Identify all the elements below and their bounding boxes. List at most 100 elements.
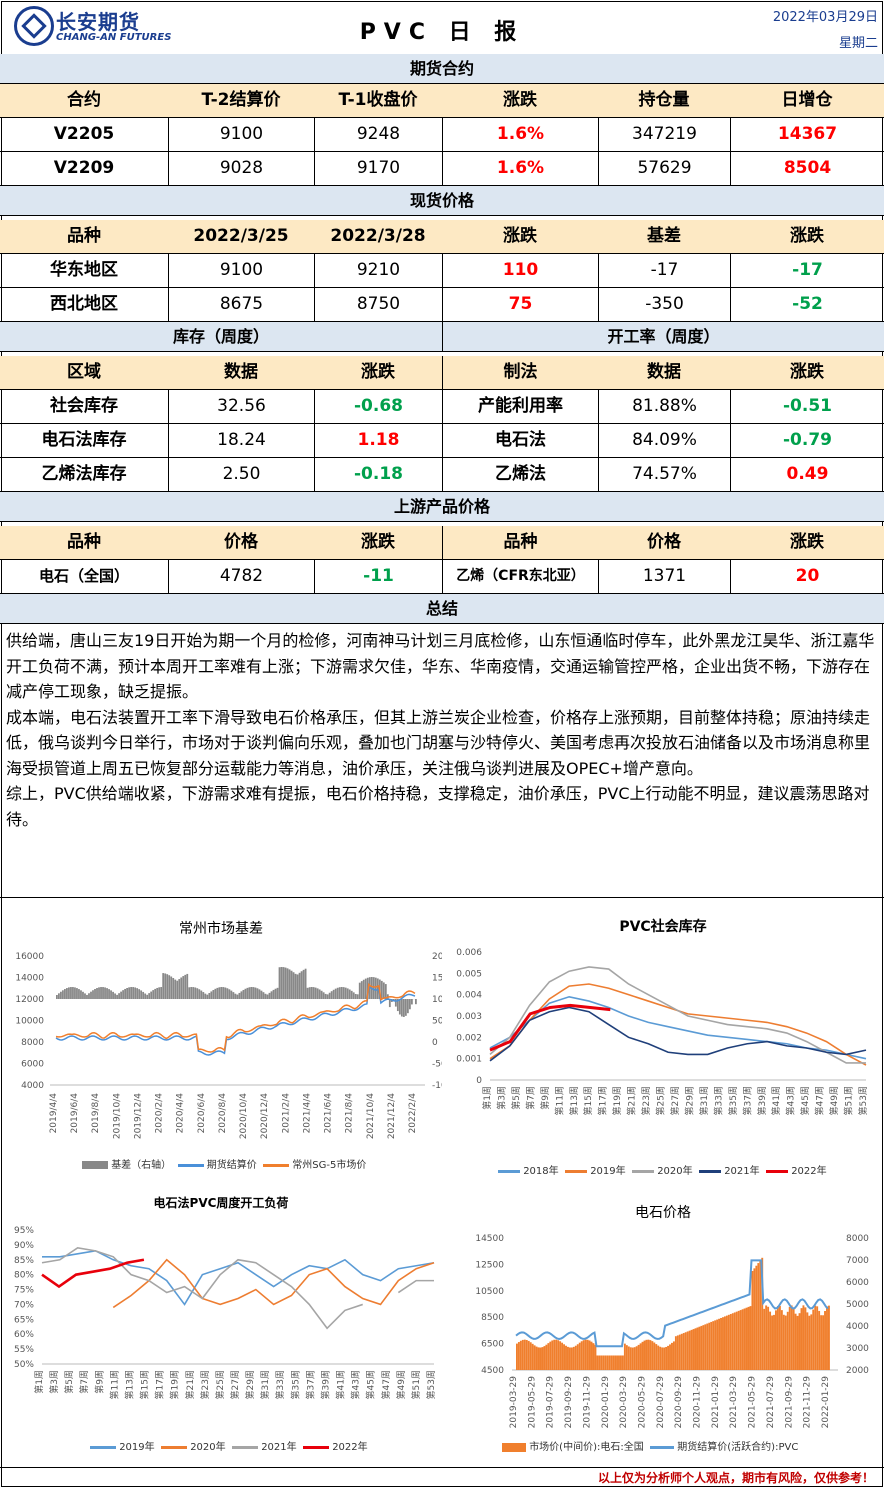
price-bar bbox=[574, 1345, 577, 1370]
price-bar bbox=[606, 1355, 609, 1370]
legend-item: 2022年 bbox=[332, 1442, 368, 1453]
x-tick-label: 2019/12/4 bbox=[133, 1093, 143, 1139]
price-bar bbox=[672, 1341, 675, 1370]
basis-bar bbox=[362, 979, 365, 999]
price-bar bbox=[643, 1340, 646, 1370]
basis-bar bbox=[396, 999, 399, 1012]
basis-bar bbox=[86, 994, 88, 999]
carbide-chart: 电石价格 14500 12500 10500 8500 6500 4500 8000 7000… bbox=[442, 1188, 884, 1468]
basis-bar bbox=[354, 993, 357, 999]
summary-paragraph: 综上，PVC供给端收紧，下游需求难有提振，电石价格持稳，支撑稳定，油价承压，PV… bbox=[6, 784, 870, 829]
basis-bar bbox=[210, 991, 213, 999]
price-bar bbox=[625, 1345, 628, 1370]
x-tick-label: 2019-07-29 bbox=[546, 1376, 556, 1429]
basis-bar bbox=[164, 973, 167, 999]
data-cell: 84.09% bbox=[598, 424, 730, 457]
x-tick-label: 第11周 bbox=[108, 1370, 120, 1399]
price-bar bbox=[751, 1271, 754, 1370]
change-cell: -0.51 bbox=[730, 390, 884, 423]
basis-bar bbox=[374, 977, 377, 999]
method-cell: 电石法 bbox=[442, 424, 598, 457]
variety-cell: 电石（全国） bbox=[38, 567, 129, 585]
data-cell: 81.88% bbox=[598, 390, 730, 423]
report-date: 2022年03月29日 bbox=[772, 10, 878, 25]
x-tick-label: 第45周 bbox=[799, 1086, 811, 1115]
price-bar bbox=[749, 1306, 752, 1370]
price-bar bbox=[727, 1314, 730, 1370]
x-tick-label: 第5周 bbox=[510, 1086, 522, 1110]
basis-bar bbox=[388, 999, 391, 1008]
y-tick-label: 500 bbox=[432, 1017, 442, 1027]
y-tick-label: 8000 bbox=[21, 1038, 44, 1048]
x-tick-label: 第53周 bbox=[425, 1370, 437, 1399]
y-tick-label: 7000 bbox=[846, 1256, 869, 1266]
legend-item: 2022年 bbox=[791, 1166, 827, 1177]
upstream-section-title: 上游产品价格 bbox=[0, 492, 884, 522]
change-cell: -0.18 bbox=[314, 458, 442, 491]
x-tick-label: 第37周 bbox=[741, 1086, 753, 1115]
price-bar bbox=[794, 1313, 797, 1370]
legend-item: 市场价(中间价):电石:全国 bbox=[529, 1442, 644, 1453]
y-tick-label: 0.006 bbox=[456, 948, 482, 958]
y-tick-label: 70% bbox=[14, 1300, 34, 1310]
price-bar bbox=[796, 1315, 799, 1370]
price-bar bbox=[790, 1305, 793, 1370]
basis-bar bbox=[250, 987, 253, 999]
col-t2: T-2结算价 bbox=[201, 90, 281, 110]
basis-bar bbox=[66, 988, 68, 999]
price-bar bbox=[596, 1355, 599, 1370]
table-row: 电石（全国） 4782 -11 乙烯（CFR东北亚） 1371 20 bbox=[0, 560, 884, 594]
series-line bbox=[489, 1006, 867, 1062]
basis-bar bbox=[194, 987, 197, 999]
chart-legend: 2018年 2019年 2020年 2021年 2022年 bbox=[498, 1162, 827, 1177]
y-tick-label: 0.004 bbox=[456, 991, 482, 1001]
basis-bar bbox=[168, 975, 171, 999]
basis-bar bbox=[320, 990, 323, 999]
price-bar bbox=[688, 1330, 691, 1370]
price-bar bbox=[826, 1306, 828, 1370]
chart-title: 电石价格 bbox=[635, 1205, 691, 1221]
y-tick-label: 4000 bbox=[21, 1081, 44, 1091]
price-bar bbox=[710, 1321, 713, 1370]
price-bar bbox=[680, 1333, 683, 1370]
basis-bar bbox=[198, 989, 201, 999]
basis-bar bbox=[132, 987, 135, 999]
price-bar bbox=[541, 1347, 544, 1370]
basis-bar bbox=[56, 995, 58, 999]
operating-chart-plot: 95%90%85%80%75%70%65%60%55%50%第1周 第3周 第5周第… bbox=[14, 1226, 437, 1399]
y-tick-label: 6500 bbox=[481, 1340, 504, 1350]
basis-bar bbox=[140, 990, 143, 999]
basis-bar bbox=[112, 991, 114, 999]
y-tick-label: 12500 bbox=[475, 1260, 504, 1270]
table-row: 电石法库存 18.24 1.18 电石法 84.09% -0.79 bbox=[0, 424, 884, 458]
y-tick-label: 5000 bbox=[846, 1300, 869, 1310]
price-bar bbox=[539, 1347, 542, 1370]
data-cell: 32.56 bbox=[168, 390, 314, 423]
series-line bbox=[489, 966, 866, 1064]
change-cell: 75 bbox=[442, 288, 598, 321]
x-tick-label: 第11周 bbox=[553, 1086, 565, 1115]
price-bar bbox=[802, 1305, 805, 1370]
price1-cell: 9100 bbox=[168, 254, 314, 287]
data-cell: 74.57% bbox=[598, 458, 730, 491]
spot-header-row: 品种 2022/3/25 2022/3/28 涨跌 基差 涨跌 bbox=[0, 220, 884, 254]
x-tick-label: 2021/2/4 bbox=[281, 1093, 291, 1134]
price-bar bbox=[761, 1257, 764, 1370]
price-bar bbox=[810, 1314, 813, 1370]
basis-bar bbox=[82, 991, 84, 999]
price-bar bbox=[814, 1305, 817, 1370]
basis-bar bbox=[204, 993, 207, 999]
basis-bar bbox=[236, 994, 239, 999]
futures-section-title: 期货合约 bbox=[0, 54, 884, 84]
legend-item: 期货结算价(活跃合约):PVC bbox=[677, 1442, 799, 1453]
basis-bar bbox=[156, 987, 159, 999]
basis-bar bbox=[286, 968, 289, 999]
price-bar bbox=[561, 1342, 564, 1370]
chart-title: 常州市场基差 bbox=[179, 921, 263, 937]
price-bar bbox=[739, 1310, 742, 1370]
basis-bar bbox=[358, 982, 361, 999]
basis-bar bbox=[384, 984, 387, 999]
x-tick-label: 2021/8/4 bbox=[345, 1093, 355, 1134]
basis-bar bbox=[328, 992, 331, 999]
price-bar bbox=[570, 1347, 573, 1370]
